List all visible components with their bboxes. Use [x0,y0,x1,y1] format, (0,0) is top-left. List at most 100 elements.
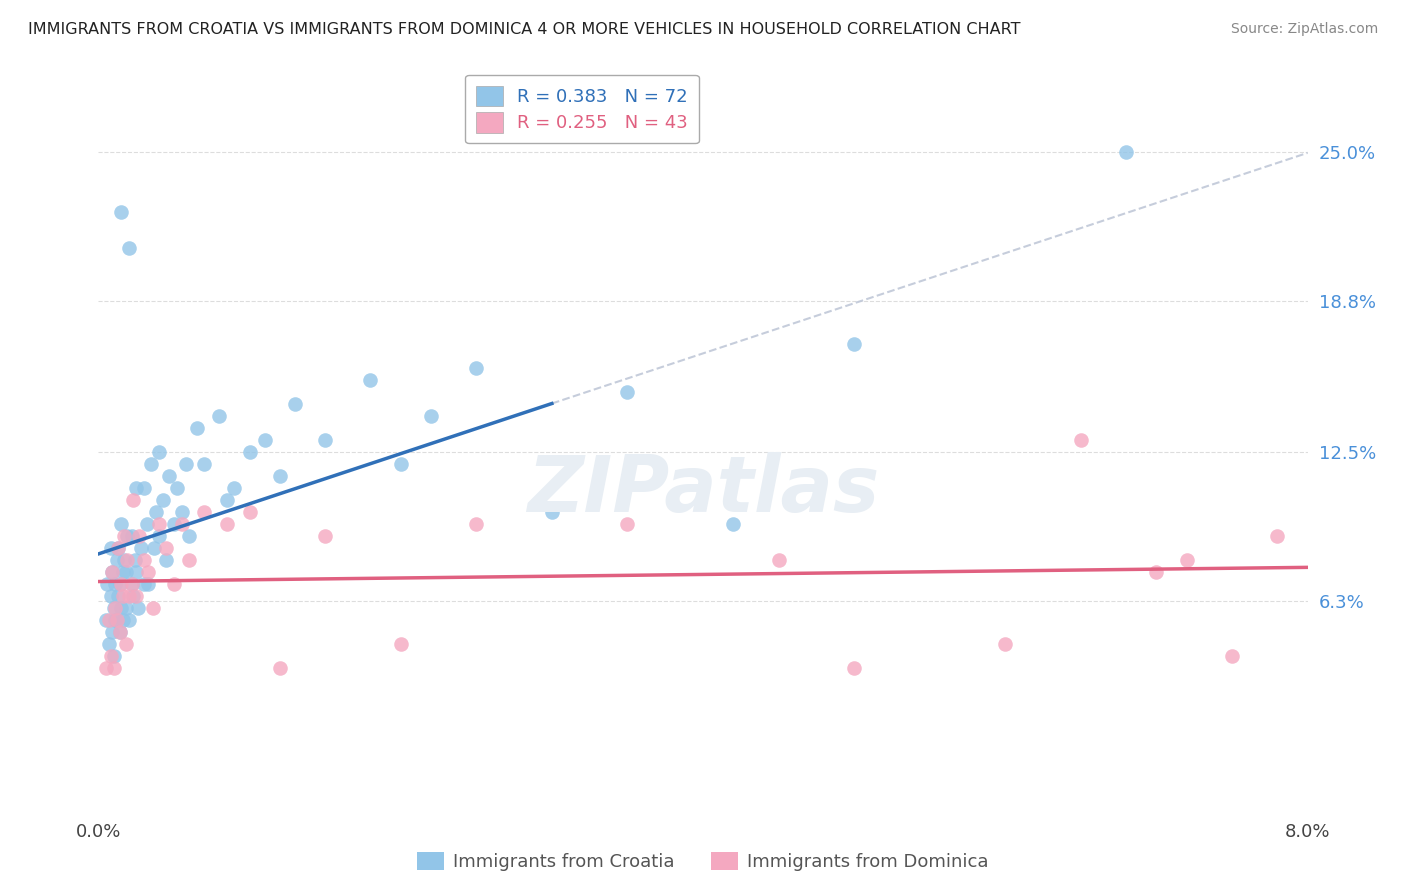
Point [129,541,152,555]
Point [253,433,276,447]
Point [208,409,231,423]
Point [1146,565,1168,579]
Point [186,421,208,435]
Point [100,589,122,603]
Point [844,337,866,351]
Point [166,481,188,495]
Point [844,661,866,675]
Point [148,445,170,459]
Point [98,613,121,627]
Point [121,529,143,543]
Point [110,516,132,531]
Point [121,577,143,591]
Legend: R = 0.383   N = 72, R = 0.255   N = 43: R = 0.383 N = 72, R = 0.255 N = 43 [465,75,699,144]
Point [110,577,132,591]
Point [163,577,186,591]
Point [107,541,129,555]
Point [136,565,159,579]
Point [148,529,170,543]
Point [163,516,186,531]
Point [125,481,148,495]
Point [540,505,562,519]
Point [170,516,193,531]
Point [104,600,127,615]
Point [112,553,135,567]
Point [269,661,291,675]
Point [239,445,262,459]
Point [121,577,143,591]
Point [360,373,382,387]
Point [1267,529,1289,543]
Point [143,541,166,555]
Point [224,481,246,495]
Point [314,433,336,447]
Point [389,637,412,651]
Point [170,505,193,519]
Point [101,565,124,579]
Point [110,205,132,219]
Point [104,613,127,627]
Point [314,529,336,543]
Point [111,613,134,627]
Point [148,516,170,531]
Point [101,565,124,579]
Point [118,241,141,255]
Point [193,457,215,471]
Point [141,457,163,471]
Point [114,565,136,579]
Point [155,553,177,567]
Point [98,637,121,651]
Text: ZIPatlas: ZIPatlas [527,452,879,528]
Point [215,516,238,531]
Point [465,516,488,531]
Point [269,469,291,483]
Point [179,529,201,543]
Point [159,469,181,483]
Point [1115,145,1137,160]
Point [155,541,177,555]
Point [994,637,1017,651]
Point [1220,648,1243,663]
Point [132,553,155,567]
Point [96,577,118,591]
Point [101,624,124,639]
Point [122,589,145,603]
Point [104,577,127,591]
Point [124,553,146,567]
Point [100,541,122,555]
Point [723,516,745,531]
Point [114,637,136,651]
Point [616,385,638,400]
Point [118,589,141,603]
Point [115,529,138,543]
Point [193,505,215,519]
Point [127,600,149,615]
Point [105,613,128,627]
Point [94,661,117,675]
Point [103,600,125,615]
Point [1175,553,1198,567]
Point [107,541,129,555]
Point [132,577,155,591]
Point [128,529,150,543]
Point [107,589,129,603]
Point [111,589,134,603]
Point [145,505,167,519]
Point [108,624,131,639]
Point [284,397,307,411]
Point [179,553,201,567]
Point [105,553,128,567]
Point [135,516,157,531]
Point [142,600,165,615]
Point [174,457,197,471]
Point [389,457,412,471]
Legend: Immigrants from Croatia, Immigrants from Dominica: Immigrants from Croatia, Immigrants from… [411,845,995,879]
Point [616,516,638,531]
Text: Source: ZipAtlas.com: Source: ZipAtlas.com [1230,22,1378,37]
Point [108,577,131,591]
Point [465,361,488,376]
Point [103,648,125,663]
Point [110,600,132,615]
Point [115,553,138,567]
Point [105,613,128,627]
